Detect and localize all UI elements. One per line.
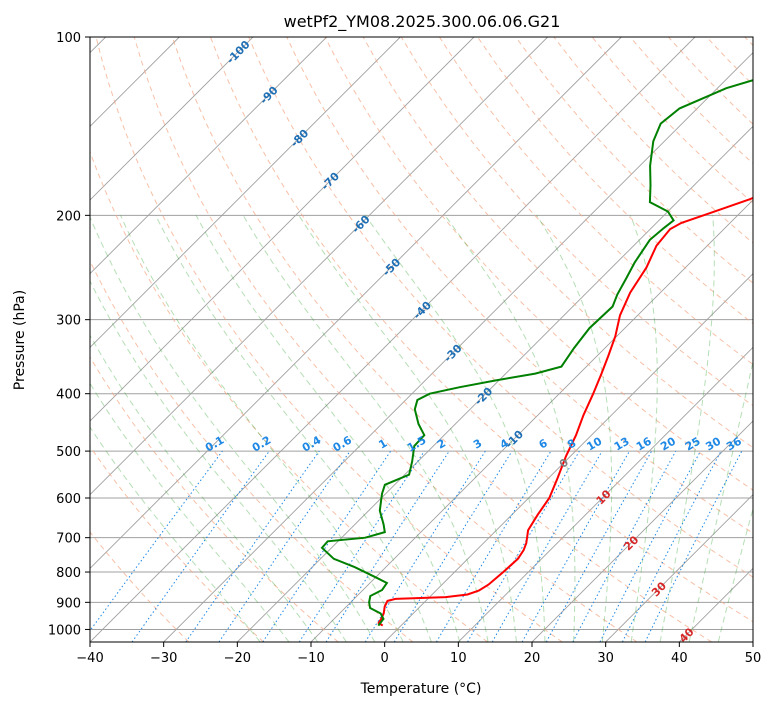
mixing-ratio-line xyxy=(218,450,351,642)
y-tick-label: 700 xyxy=(56,532,81,547)
dry-adiabat xyxy=(438,37,753,366)
moist-adiabat xyxy=(659,215,715,642)
mixing-ratio-line xyxy=(545,450,653,642)
x-tick-label: 10 xyxy=(450,651,467,666)
y-axis: 100 200 300 400 500 600 700 800 900 1000 xyxy=(48,31,90,638)
x-axis-label: Temperature (°C) xyxy=(360,681,482,697)
isotherm-line xyxy=(90,37,622,569)
dry-adiabat xyxy=(95,37,563,642)
mixing-ratio-line xyxy=(298,450,425,642)
dry-adiabat xyxy=(90,356,339,642)
mixing-ratio-line xyxy=(131,450,270,642)
x-tick-label: 40 xyxy=(671,651,688,666)
isotherm-line xyxy=(90,37,401,348)
mixing-ratio-line xyxy=(572,450,677,642)
y-tick-label: 300 xyxy=(56,314,81,329)
moist-adiabat xyxy=(195,215,461,642)
isotherm-line xyxy=(163,52,753,642)
x-tick-label: −10 xyxy=(297,651,324,666)
dry-adiabat xyxy=(400,37,753,407)
y-tick-label: 1000 xyxy=(48,623,81,638)
moist-adiabat xyxy=(155,215,432,642)
isotherm-line xyxy=(384,273,753,642)
isotherm-line xyxy=(605,494,753,642)
mixing-ratio-line xyxy=(185,450,320,642)
dry-adiabat xyxy=(210,37,753,623)
series-dewpoint xyxy=(320,79,753,627)
dry-adiabat xyxy=(90,150,488,642)
x-tick-label: −20 xyxy=(224,651,251,666)
x-tick-label: −30 xyxy=(150,651,177,666)
isotherm-line xyxy=(90,37,254,201)
y-tick-label: 100 xyxy=(56,31,81,46)
plot-area xyxy=(90,37,753,642)
y-tick-label: 900 xyxy=(56,596,81,611)
y-tick-label: 600 xyxy=(56,492,81,507)
dry-adiabat xyxy=(515,37,753,284)
x-tick-label: 50 xyxy=(745,651,762,666)
x-axis: −40 −30 −20 −10 0 10 20 30 40 50 xyxy=(76,642,761,666)
mixing-ratio-line xyxy=(90,450,223,632)
mixing-ratio-line xyxy=(262,450,392,642)
moist-adiabat xyxy=(536,215,613,642)
x-tick-label: 0 xyxy=(381,651,389,666)
dry-adiabat xyxy=(286,37,753,534)
x-tick-label: −40 xyxy=(76,651,103,666)
series-lines xyxy=(320,79,753,627)
y-tick-label: 400 xyxy=(56,388,81,403)
mixing-ratio-line xyxy=(644,450,743,642)
isotherm-line xyxy=(90,37,475,422)
isotherm-line xyxy=(458,346,753,642)
x-tick-label: 20 xyxy=(524,651,541,666)
plot-frame xyxy=(89,36,754,643)
dry-adiabat xyxy=(133,37,638,642)
mixing-ratio-line xyxy=(393,450,513,642)
moist-adiabat xyxy=(242,215,489,642)
moist-adiabat xyxy=(90,279,347,642)
background-lines xyxy=(90,37,753,642)
moist-adiabat xyxy=(90,426,261,642)
y-tick-label: 200 xyxy=(56,209,81,224)
x-tick-label: 30 xyxy=(597,651,614,666)
isotherm-line xyxy=(531,420,753,642)
isotherm-line xyxy=(90,37,327,275)
mixing-ratio-line xyxy=(521,450,630,642)
dry-adiabat xyxy=(248,37,753,578)
isotherm-line xyxy=(90,37,548,496)
isotherm-line xyxy=(90,37,696,642)
moist-adiabat xyxy=(444,215,576,642)
series-temperature xyxy=(377,196,753,627)
moist-adiabat xyxy=(630,215,658,642)
chart-title: wetPf2_YM08.2025.300.06.06.G21 xyxy=(284,12,561,32)
y-tick-label: 800 xyxy=(56,566,81,581)
moist-adiabat xyxy=(364,215,546,642)
dry-adiabat xyxy=(171,37,712,642)
dry-adiabat xyxy=(90,445,264,642)
moist-adiabat xyxy=(90,215,376,642)
mixing-ratio-line xyxy=(325,450,450,642)
dry-adiabat xyxy=(90,259,414,642)
dry-adiabat xyxy=(90,531,190,642)
moist-adiabat xyxy=(90,334,319,642)
y-tick-label: 500 xyxy=(56,445,81,460)
y-axis-label: Pressure (hPa) xyxy=(12,290,28,390)
